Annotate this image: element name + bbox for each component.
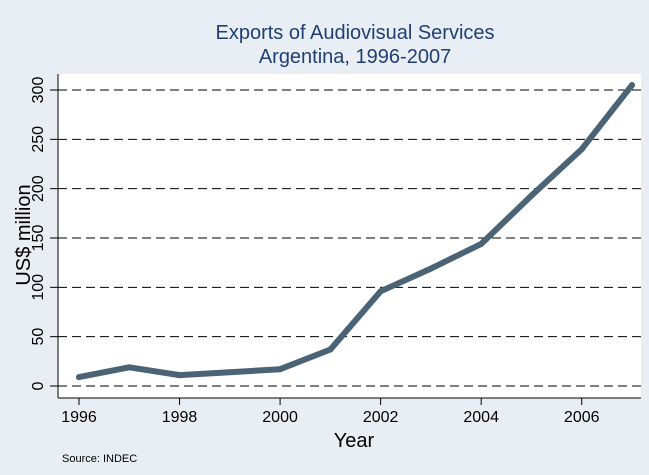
x-tick-label-1996: 1996 — [61, 409, 97, 426]
x-tick-label-2006: 2006 — [564, 409, 600, 426]
x-tick-label-2002: 2002 — [363, 409, 399, 426]
y-tick-label-0: 0 — [30, 381, 47, 390]
data-point-1998 — [176, 372, 183, 379]
data-point-2001 — [327, 346, 334, 353]
data-point-2002 — [377, 288, 384, 295]
y-tick-label-100: 100 — [30, 274, 47, 301]
y-tick-label-50: 50 — [30, 328, 47, 346]
chart-subtitle: Argentina, 1996-2007 — [259, 46, 451, 68]
y-tick-label-250: 250 — [30, 126, 47, 153]
series-layer — [76, 82, 635, 381]
data-point-1999 — [226, 369, 233, 376]
data-point-2005 — [528, 192, 535, 199]
axes: 0 50 100 150 200 250 300 1996 1998 2000 2002 2004 20… — [30, 74, 641, 426]
data-point-2007 — [629, 82, 635, 89]
data-point-2003 — [427, 265, 434, 272]
data-point-1997 — [126, 364, 133, 371]
data-point-2004 — [478, 240, 485, 247]
x-tick-label-2004: 2004 — [463, 409, 499, 426]
x-tick-label-2000: 2000 — [262, 409, 298, 426]
x-axis-label: Year — [334, 430, 375, 452]
y-tick-label-200: 200 — [30, 175, 47, 202]
y-axis-label: US$ million — [13, 184, 35, 285]
source-note: Source: INDEC — [62, 453, 137, 465]
data-point-2006 — [578, 146, 585, 153]
y-tick-label-150: 150 — [30, 225, 47, 252]
series-line-0 — [76, 82, 635, 381]
data-point-2000 — [277, 366, 284, 373]
y-tick-label-300: 300 — [30, 77, 47, 104]
chart-title: Exports of Audiovisual Services — [215, 22, 494, 44]
plot-area — [58, 74, 641, 398]
x-tick-label-1998: 1998 — [162, 409, 198, 426]
data-point-1996 — [76, 374, 82, 381]
